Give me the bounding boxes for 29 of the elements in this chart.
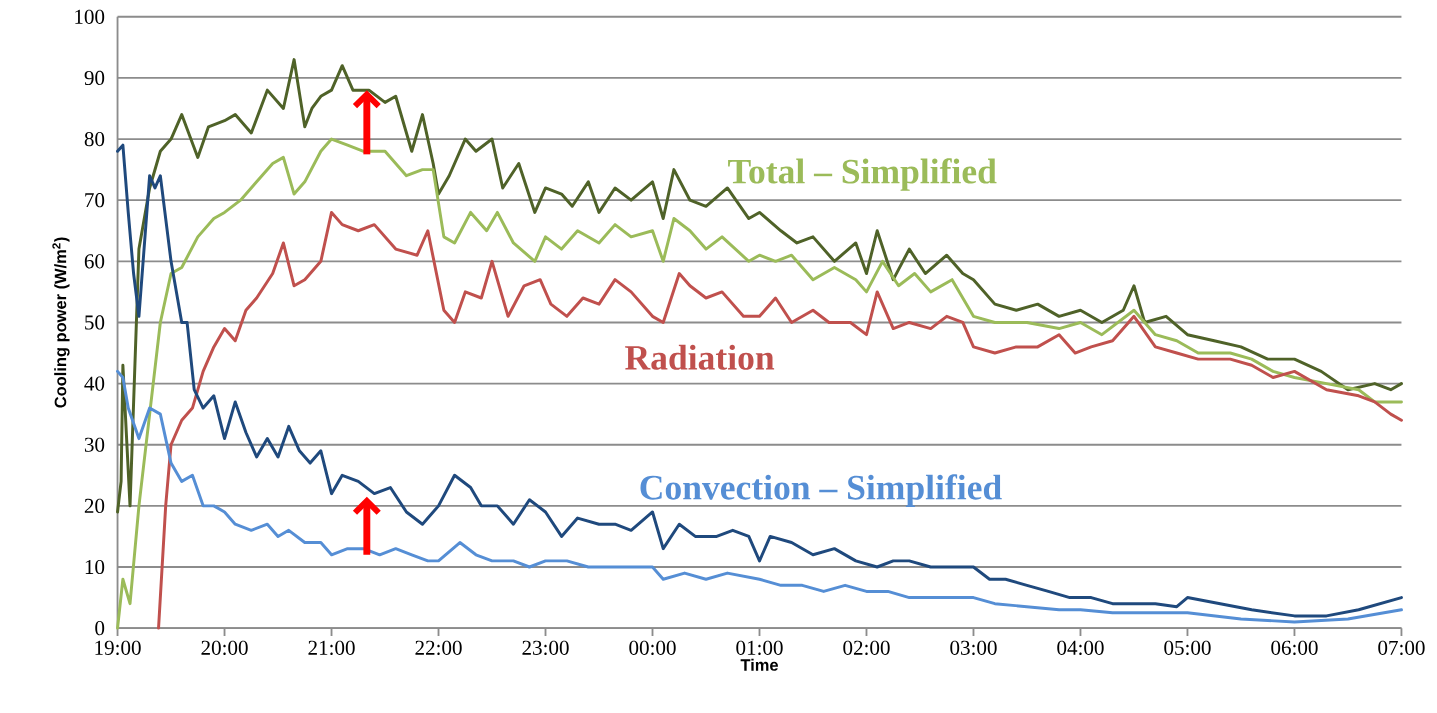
x-tick-label: 21:00 [308,640,355,655]
y-tick-label: 10 [85,559,105,575]
y-tick-label: 0 [95,621,105,636]
y-tick-label: 20 [84,498,105,513]
series-label: Convection – Simplified [640,474,1002,507]
x-tick-label: 03:00 [950,640,997,655]
x-tick-label: 00:00 [629,640,676,655]
y-tick-label: 80 [84,131,105,147]
x-axis-title: Time [740,658,778,671]
x-tick-label: 04:00 [1057,640,1104,655]
x-tick-label: 01:00 [736,640,783,655]
x-tick-label: 19:00 [95,640,141,655]
series-label: Radiation [625,344,775,370]
y-tick-label: 90 [84,70,105,85]
x-tick-label: 07:00 [1378,640,1425,655]
x-tick-label: 20:00 [201,640,248,655]
x-tick-label: 05:00 [1164,640,1211,655]
y-tick-label: 30 [84,437,105,452]
x-tick-label: 23:00 [522,640,569,655]
series-label: Total – Simplified [728,158,997,191]
y-tick-label: 70 [85,193,105,208]
y-tick-label: 60 [84,254,105,269]
x-tick-label: 02:00 [843,640,890,655]
x-tick-label: 06:00 [1271,640,1318,655]
y-tick-label: 40 [84,376,105,391]
x-tick-label: 22:00 [415,640,462,655]
y-tick-label: 100 [75,9,105,24]
y-axis-title: Cooling power (W/m$^{2}$) [52,237,70,408]
y-tick-label: 50 [85,315,105,330]
